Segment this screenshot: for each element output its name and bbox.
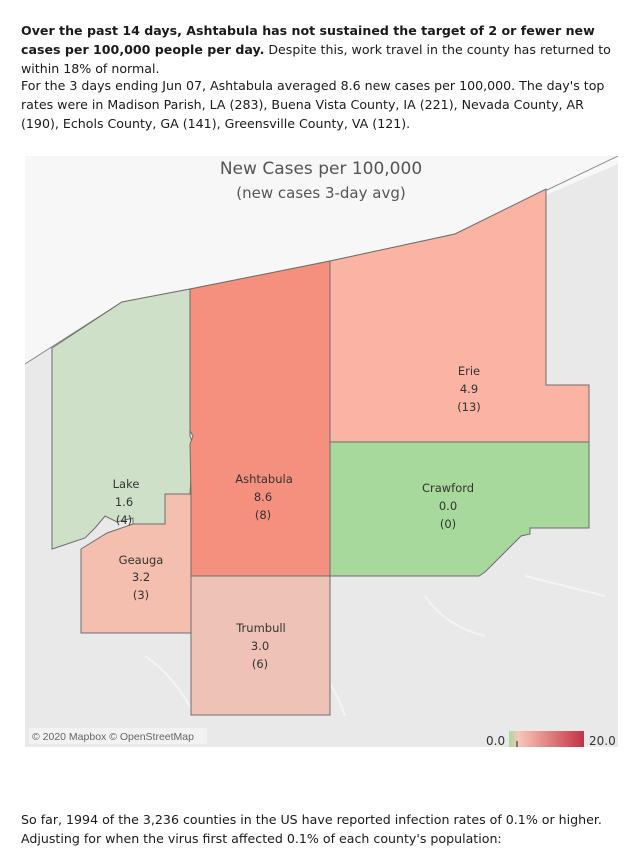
county-rate: 3.2 (132, 570, 150, 584)
county-name: Geauga (119, 553, 164, 567)
county-rate: 3.0 (251, 639, 269, 653)
map-title: New Cases per 100,000 (220, 159, 422, 179)
footer-paragraph: So far, 1994 of the 3,236 counties in th… (21, 812, 602, 846)
label-ashtabula: Ashtabula 8.6 (8) (235, 472, 293, 522)
county-geauga[interactable] (80, 493, 192, 634)
summary-paragraph: Over the past 14 days, Ashtabula has not… (21, 21, 621, 78)
color-legend: 0.0 20.0 (486, 731, 616, 747)
legend-max-label: 20.0 (589, 734, 616, 747)
summary-rest-text: Despite this, work travel in the county … (21, 42, 611, 76)
label-crawford: Crawford 0.0 (0) (422, 481, 474, 531)
map-attribution[interactable]: © 2020 Mapbox © OpenStreetMap (32, 731, 194, 743)
county-rate: 0.0 (439, 499, 457, 513)
label-trumbull: Trumbull 3.0 (6) (235, 621, 286, 671)
county-rate: 8.6 (254, 490, 272, 504)
legend-min-label: 0.0 (486, 734, 505, 747)
county-rate: 1.6 (115, 495, 133, 509)
county-ashtabula[interactable] (189, 260, 331, 577)
county-count: (4) (116, 513, 132, 527)
county-crawford[interactable] (329, 441, 590, 577)
lake-water (25, 156, 618, 364)
county-rate: 4.9 (460, 382, 478, 396)
map-subtitle: (new cases 3-day avg) (236, 184, 405, 202)
county-count: (0) (440, 517, 456, 531)
county-count: (3) (133, 588, 149, 602)
county-count: (6) (252, 657, 268, 671)
county-trumbull[interactable] (190, 575, 331, 716)
county-count: (8) (255, 508, 271, 522)
county-name: Trumbull (235, 621, 286, 635)
county-name: Erie (458, 364, 480, 378)
attribution-background (29, 728, 207, 744)
county-name: Ashtabula (235, 472, 293, 486)
county-name: Crawford (422, 481, 474, 495)
legend-gradient-bar (509, 731, 584, 747)
label-erie: Erie 4.9 (13) (457, 364, 481, 414)
county-count: (13) (457, 400, 481, 414)
detail-paragraph: For the 3 days ending Jun 07, Ashtabula … (21, 78, 605, 131)
label-geauga: Geauga 3.2 (3) (119, 553, 164, 602)
county-map[interactable]: New Cases per 100,000 (new cases 3-day a… (25, 156, 618, 747)
map-canvas: New Cases per 100,000 (new cases 3-day a… (25, 156, 618, 747)
label-lake: Lake 1.6 (4) (113, 477, 140, 527)
summary-bold-text: Over the past 14 days, Ashtabula has not… (21, 23, 595, 57)
county-name: Lake (113, 477, 140, 491)
